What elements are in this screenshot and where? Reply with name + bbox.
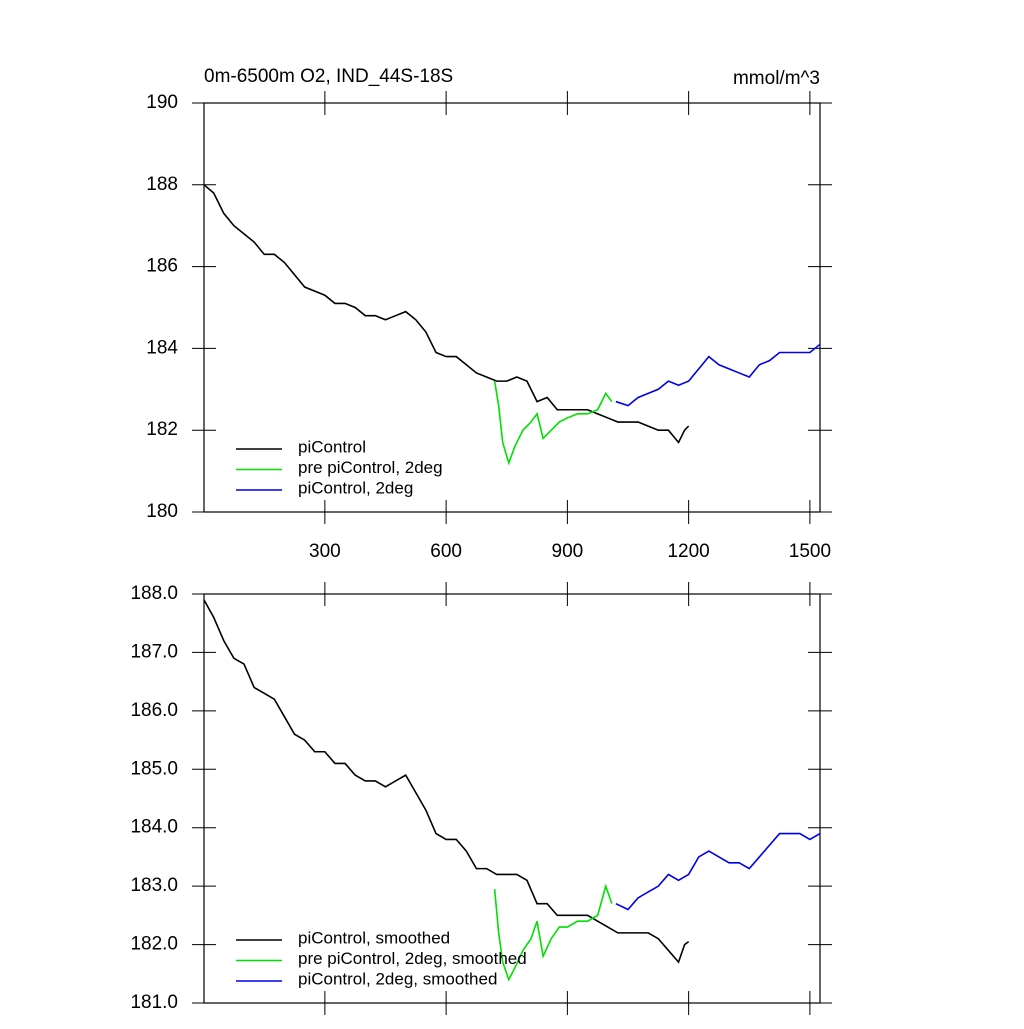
- legend-label: pre piControl, 2deg: [298, 458, 443, 477]
- y-tick-label: 186.0: [130, 700, 178, 721]
- y-tick-label: 182: [146, 419, 178, 440]
- chart-title: 0m-6500m O2, IND_44S-18S: [204, 66, 453, 87]
- data-line: [615, 343, 821, 407]
- data-line: [493, 883, 613, 982]
- y-tick-label: 188: [146, 174, 178, 195]
- y-tick-label: 186: [146, 256, 178, 277]
- y-tick-label: 185.0: [130, 758, 178, 779]
- data-line: [203, 599, 690, 964]
- x-tick-label: 1200: [667, 541, 709, 562]
- y-tick-label: 184.0: [130, 817, 178, 838]
- y-tick-label: 180: [146, 501, 178, 522]
- y-tick-label: 188.0: [130, 583, 178, 604]
- y-tick-label: 181.0: [130, 992, 178, 1013]
- legend-label: piControl, 2deg, smoothed: [298, 969, 497, 988]
- x-tick-label: 300: [309, 541, 341, 562]
- plot-frame: [203, 102, 821, 513]
- x-tick-label: 600: [430, 541, 462, 562]
- units-label: mmol/m^3: [733, 68, 820, 89]
- legend-label: piControl, 2deg: [298, 478, 413, 497]
- y-tick-label: 184: [146, 337, 178, 358]
- legend-label: piControl, smoothed: [298, 928, 450, 947]
- x-tick-label: 900: [552, 541, 584, 562]
- data-line: [493, 380, 613, 466]
- data-line: [615, 832, 821, 911]
- x-tick-label: 1500: [789, 541, 831, 562]
- y-tick-label: 182.0: [130, 934, 178, 955]
- y-tick-label: 190: [146, 92, 178, 113]
- y-tick-label: 183.0: [130, 875, 178, 896]
- plot-frame: [203, 593, 821, 1004]
- y-tick-label: 187.0: [130, 641, 178, 662]
- data-line: [203, 184, 690, 444]
- legend-label: piControl: [298, 437, 366, 456]
- legend-label: pre piControl, 2deg, smoothed: [298, 949, 527, 968]
